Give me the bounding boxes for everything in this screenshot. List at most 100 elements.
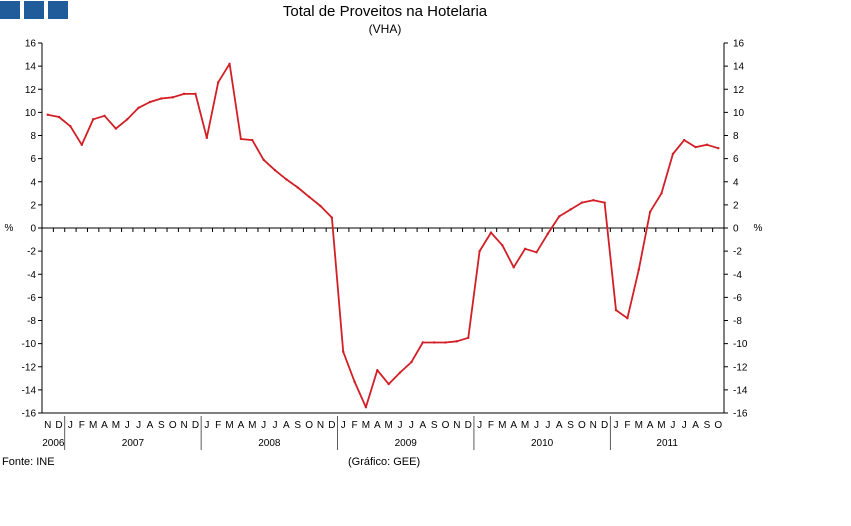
month-label: D	[328, 420, 335, 431]
month-label: N	[590, 420, 597, 431]
year-label: 2007	[122, 438, 145, 449]
month-label: S	[431, 420, 438, 431]
data-point	[160, 97, 163, 100]
month-label: J	[670, 420, 675, 431]
month-label: J	[136, 420, 141, 431]
month-label: A	[283, 420, 290, 431]
data-point	[364, 406, 368, 409]
month-label: J	[534, 420, 539, 431]
data-point	[319, 204, 322, 208]
y-tick-label-right: 16	[733, 39, 745, 50]
data-point	[57, 115, 61, 119]
data-point	[592, 199, 595, 202]
month-label: M	[225, 420, 233, 431]
y-tick-label-left: -16	[22, 409, 37, 420]
y-tick-label-left: -4	[27, 270, 36, 281]
month-label: J	[409, 420, 414, 431]
data-point	[114, 127, 118, 130]
data-point	[705, 143, 709, 146]
year-label: 2009	[395, 438, 418, 449]
month-label: F	[488, 420, 494, 431]
month-label: M	[635, 420, 643, 431]
month-label: M	[362, 420, 370, 431]
data-point	[228, 62, 231, 66]
month-label: A	[692, 420, 699, 431]
month-label: F	[215, 420, 221, 431]
month-label: D	[601, 420, 608, 431]
data-point	[683, 138, 686, 142]
month-label: A	[510, 420, 517, 431]
y-tick-label-left: 10	[25, 108, 37, 119]
month-label: D	[55, 420, 62, 431]
y-tick-label-right: 6	[733, 154, 739, 165]
data-point	[398, 371, 402, 374]
data-point	[46, 113, 49, 116]
data-point	[285, 178, 288, 181]
month-label: A	[101, 420, 108, 431]
month-label: J	[545, 420, 550, 431]
y-tick-label-left: 6	[30, 154, 36, 165]
data-point	[648, 210, 652, 214]
data-point	[467, 336, 470, 340]
data-point	[182, 92, 186, 96]
data-point	[546, 232, 550, 235]
month-label: J	[204, 420, 209, 431]
month-label: O	[169, 420, 177, 431]
year-label: 2011	[656, 438, 678, 449]
month-label: J	[614, 420, 619, 431]
data-point	[432, 341, 436, 344]
data-point	[557, 215, 561, 218]
data-point	[501, 244, 504, 247]
data-point	[148, 100, 152, 104]
y-tick-label-right: 4	[733, 177, 739, 188]
month-label: A	[556, 420, 563, 431]
chart-subtitle: (VHA)	[368, 22, 402, 36]
month-label: N	[180, 420, 187, 431]
data-point	[216, 81, 220, 84]
data-point	[410, 360, 413, 364]
y-tick-label-left: -10	[22, 339, 37, 350]
data-point	[251, 138, 254, 142]
data-point	[489, 231, 493, 234]
y-tick-label-left: -14	[22, 385, 37, 396]
chart-title: Total de Proveitos na Hotelaria	[282, 3, 488, 20]
y-tick-label-right: 14	[733, 62, 745, 73]
data-point	[614, 308, 618, 312]
month-label: M	[112, 420, 120, 431]
month-label: A	[147, 420, 154, 431]
data-point	[580, 201, 584, 204]
month-label: F	[624, 420, 630, 431]
y-tick-label-left: 8	[30, 131, 36, 142]
data-point	[444, 341, 447, 344]
month-label: J	[273, 420, 278, 431]
y-tick-label-right: -14	[733, 385, 748, 396]
y-tick-label-right: 2	[733, 200, 739, 211]
data-point	[296, 186, 299, 189]
month-label: M	[248, 420, 256, 431]
data-point	[137, 106, 140, 109]
month-label: J	[125, 420, 130, 431]
data-point	[478, 249, 481, 253]
month-label: A	[238, 420, 245, 431]
y-tick-label-right: 0	[733, 224, 739, 235]
month-label: A	[374, 420, 381, 431]
month-label: S	[158, 420, 165, 431]
y-tick-label-right: -2	[733, 247, 742, 258]
month-label: M	[498, 420, 506, 431]
data-point	[455, 340, 459, 343]
data-point	[239, 137, 243, 141]
data-point	[103, 114, 106, 118]
data-point	[603, 201, 606, 204]
data-point	[126, 118, 129, 121]
data-point	[194, 92, 197, 96]
data-point	[717, 147, 720, 150]
data-point	[637, 268, 640, 271]
data-point	[660, 192, 663, 195]
data-point	[421, 341, 424, 344]
month-label: N	[317, 420, 324, 431]
y-tick-label-left: -6	[27, 293, 36, 304]
month-label: S	[704, 420, 711, 431]
month-label: A	[419, 420, 426, 431]
month-label: S	[294, 420, 301, 431]
data-point	[205, 136, 209, 140]
